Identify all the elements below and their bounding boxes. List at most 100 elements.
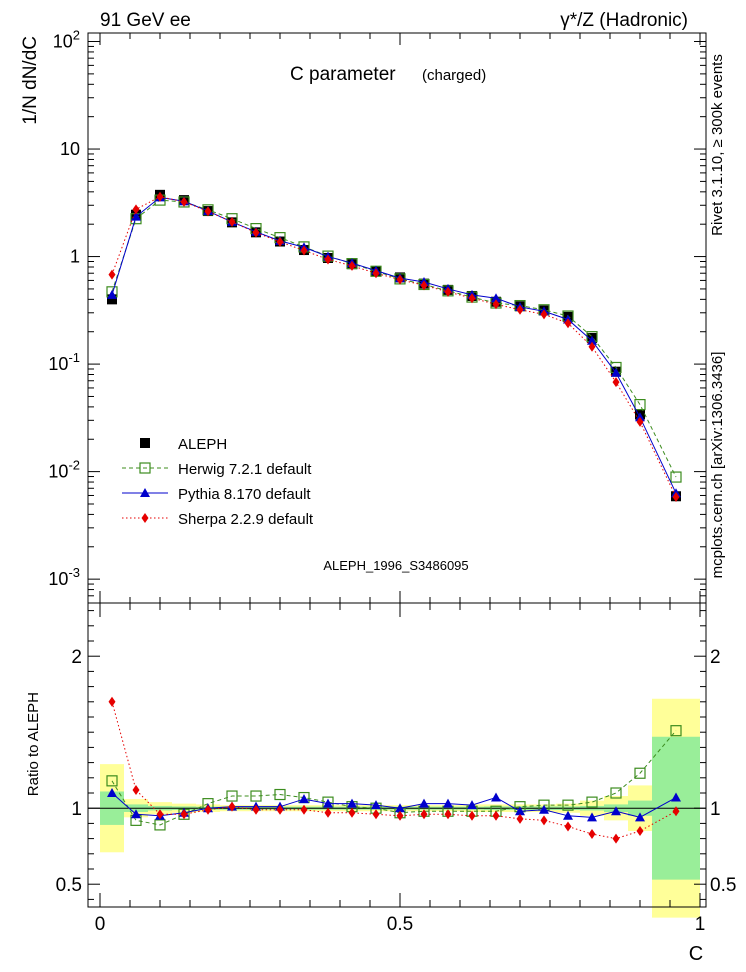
data-point-sherpa (276, 236, 284, 247)
data-point-sherpa (372, 268, 380, 279)
data-point-sherpa (204, 206, 212, 217)
ratio-point-sherpa (516, 813, 524, 824)
data-point-sherpa (492, 299, 500, 310)
data-point-pythia (131, 211, 141, 221)
ratio-point-herwig (670, 725, 682, 737)
legend-label: Herwig 7.2.1 default (178, 461, 312, 478)
ratio-point-herwig (106, 775, 118, 787)
ratio-point-herwig (250, 790, 262, 802)
ratio-point-pythia (563, 810, 573, 820)
ratio-point-pythia (299, 794, 309, 804)
y-tick-label: 10 (60, 139, 80, 159)
legend-entry-herwig: Herwig 7.2.1 default (122, 461, 312, 478)
data-point-sherpa (396, 274, 404, 285)
ratio-point-herwig (634, 767, 646, 779)
legend-entry-aleph: ALEPH (140, 436, 227, 453)
ratio-point-pythia (539, 804, 549, 814)
series-sherpa (108, 191, 680, 503)
ratio-point-pythia (371, 800, 381, 810)
y-tick-label: 1 (70, 247, 80, 267)
y-tick-label: 10-2 (48, 458, 80, 482)
ratio-point-sherpa (132, 784, 140, 795)
data-point-pythia (107, 289, 117, 299)
ratio-point-herwig (562, 799, 574, 811)
y-axis-label: 1/N dN/dC (20, 36, 41, 125)
data-point-sherpa (564, 318, 572, 329)
analysis-watermark: ALEPH_1996_S3486095 (323, 558, 468, 573)
data-point-sherpa (300, 245, 308, 256)
data-point-pythia (587, 335, 597, 345)
x-axis-label: C (689, 943, 703, 965)
ratio-y-tick-label-right: 1 (710, 799, 721, 820)
ratio-point-pythia (323, 798, 333, 808)
data-point-sherpa (468, 293, 476, 304)
ratio-line-pythia (111, 792, 677, 818)
legend-label: ALEPH (178, 436, 227, 453)
legend-entry-pythia: Pythia 8.170 default (122, 486, 311, 503)
ratio-point-pythia (347, 798, 357, 808)
x-tick-label: 0 (95, 914, 106, 935)
data-point-sherpa (636, 416, 644, 427)
ratio-point-pythia (491, 792, 501, 802)
data-point-sherpa (228, 216, 236, 227)
ratio-point-sherpa (564, 821, 572, 832)
ratio-y-tick-label: 1 (71, 799, 82, 820)
data-point-pythia (635, 412, 645, 422)
legend-label: Sherpa 2.2.9 default (178, 511, 314, 528)
data-point-sherpa (324, 254, 332, 265)
ratio-y-tick-label: 2 (71, 647, 82, 668)
ratio-point-herwig (226, 790, 238, 802)
ratio-point-sherpa (396, 810, 404, 821)
data-point-aleph (107, 294, 117, 305)
data-point-pythia (491, 293, 501, 303)
ratio-point-sherpa (204, 804, 212, 815)
ratio-point-sherpa (636, 826, 644, 836)
plot-title: C parameter (290, 64, 396, 85)
data-point-pythia (611, 367, 621, 377)
legend-marker (141, 513, 149, 523)
ratio-point-sherpa (252, 804, 260, 815)
ratio-point-sherpa (492, 810, 500, 821)
ratio-point-herwig (274, 788, 286, 801)
series-aleph (107, 189, 681, 502)
side-note-mcplots: mcplots.cern.ch [arXiv:1306.3436] (709, 352, 726, 579)
ratio-point-pythia (671, 792, 681, 802)
ratio-line-herwig (111, 730, 677, 826)
ratio-y-tick-label-right: 2 (710, 647, 721, 668)
data-point-sherpa (540, 309, 548, 320)
data-point-sherpa (672, 492, 680, 503)
side-note-rivet: Rivet 3.1.10, ≥ 300k events (709, 54, 726, 236)
legend-marker (139, 462, 151, 474)
ratio-point-pythia (515, 806, 525, 816)
data-point-sherpa (180, 196, 188, 207)
x-tick-label: 0.5 (387, 914, 413, 935)
ratio-point-sherpa (444, 809, 452, 820)
data-point-sherpa (252, 227, 260, 238)
y-tick-label: 10-3 (48, 565, 80, 589)
ratio-point-pythia (587, 812, 597, 822)
ratio-point-sherpa (468, 810, 476, 821)
y-tick-label: 10-1 (48, 350, 80, 374)
ratio-point-sherpa (420, 809, 428, 820)
legend-marker (140, 488, 150, 497)
ratio-point-sherpa (228, 801, 236, 812)
lower-frame (87, 602, 707, 908)
ratio-point-sherpa (276, 804, 284, 815)
ratio-y-tick-label: 0.5 (56, 875, 82, 896)
ratio-point-sherpa (156, 809, 164, 820)
header-right-label: γ*/Z (Hadronic) (560, 10, 688, 31)
ratio-y-tick-label-right: 0.5 (710, 875, 736, 896)
ratio-point-pythia (107, 788, 117, 797)
ratio-point-sherpa (540, 815, 548, 826)
data-point-sherpa (132, 204, 140, 215)
data-point-sherpa (348, 260, 356, 271)
ratio-point-sherpa (348, 807, 356, 818)
ratio-point-sherpa (372, 809, 380, 820)
legend-label: Pythia 8.170 default (178, 486, 311, 503)
legend-entry-sherpa: Sherpa 2.2.9 default (122, 511, 314, 528)
ratio-point-pythia (611, 806, 621, 816)
ratio-point-herwig (586, 796, 598, 808)
data-point-sherpa (612, 377, 620, 388)
